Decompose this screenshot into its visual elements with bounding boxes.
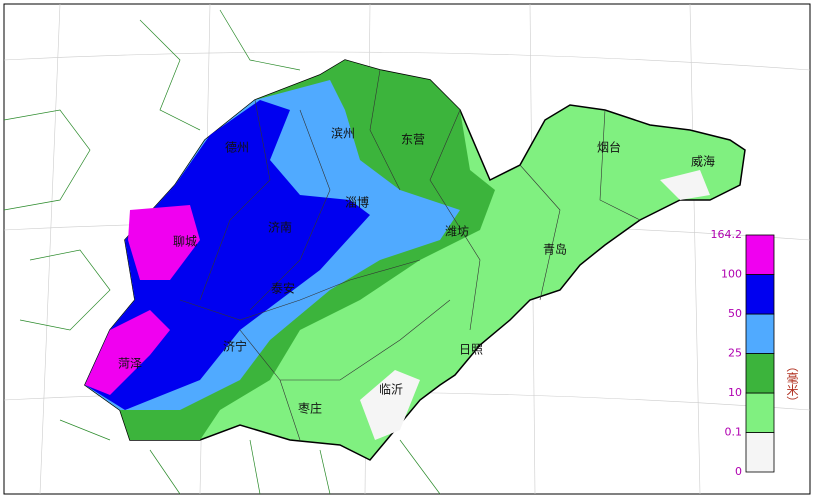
city-label: 东营	[401, 133, 425, 147]
city-label: 青岛	[543, 242, 567, 257]
city-label: 枣庄	[298, 401, 322, 416]
city-label: 潍坊	[445, 224, 469, 239]
legend-swatch	[745, 274, 775, 315]
legend-swatch	[745, 313, 775, 354]
legend-tick-label: 0	[735, 465, 742, 478]
city-label: 菏泽	[118, 357, 142, 371]
city-label: 滨州	[331, 126, 355, 141]
city-label: 泰安	[271, 281, 295, 296]
legend-tick-label: 164.2	[711, 228, 743, 241]
legend-tick-label: 0.1	[725, 426, 743, 439]
legend-swatch	[745, 353, 775, 394]
province	[84, 59, 746, 461]
legend-swatch	[745, 392, 775, 433]
neighbor-boundaries	[3, 9, 441, 495]
legend-swatch	[745, 234, 775, 275]
zone-dry	[360, 170, 710, 440]
city-label: 济南	[268, 220, 292, 235]
city-label: 临沂	[379, 383, 403, 397]
legend-tick-label: 100	[721, 268, 742, 281]
city-label: 聊城	[173, 235, 197, 249]
city-label: 淄博	[345, 195, 369, 210]
city-label: 威海	[691, 154, 715, 169]
legend-tick-label: 10	[728, 386, 742, 399]
city-label: 德州	[225, 140, 249, 155]
legend-swatch	[745, 432, 775, 473]
city-label: 烟台	[597, 140, 621, 155]
legend-tick-label: 50	[728, 307, 742, 320]
legend: 0 0.1 10 25 50 100 164.2	[711, 228, 775, 478]
city-boundaries	[179, 69, 641, 441]
city-label: 济宁	[223, 339, 247, 354]
zone-max	[85, 205, 200, 395]
city-label: 日照	[459, 343, 483, 357]
legend-tick-label: 25	[728, 347, 742, 360]
legend-unit: （毫米）	[785, 360, 799, 408]
